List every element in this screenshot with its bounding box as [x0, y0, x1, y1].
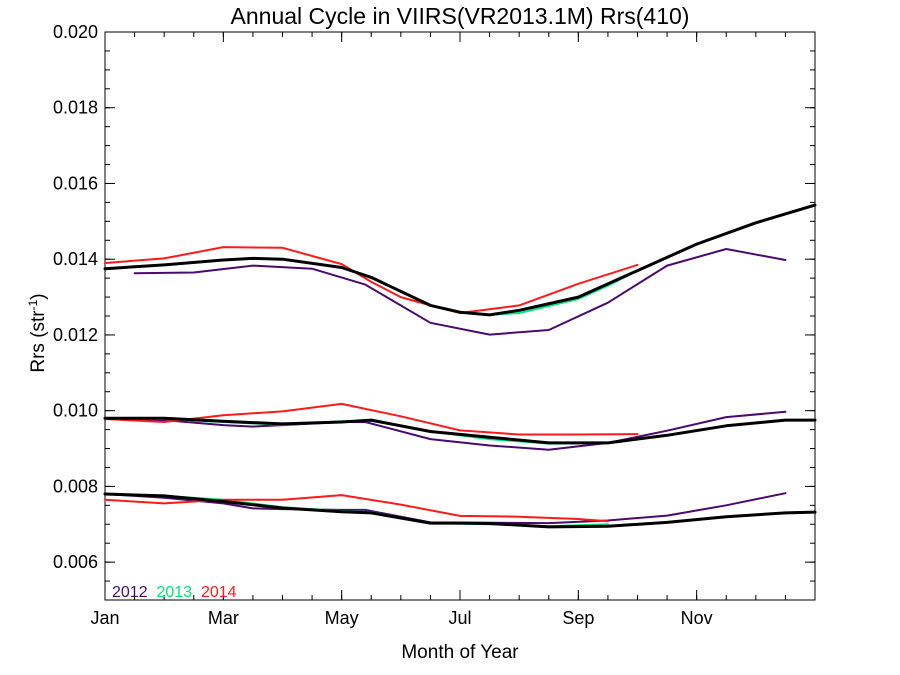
y-tick-label: 0.008 — [53, 476, 98, 496]
x-axis-label: Month of Year — [401, 642, 519, 663]
x-tick-label: Jan — [90, 608, 119, 628]
series-line-2014-low — [104, 494, 609, 523]
x-tick-label: May — [325, 608, 359, 628]
plot-frame — [104, 31, 816, 601]
series-layer — [103, 203, 817, 529]
legend: 2012 2013 2014 — [112, 584, 237, 601]
series-line-2012-mid — [104, 410, 787, 451]
series-line-2012-high — [133, 248, 787, 336]
series-line-mean-high — [103, 203, 817, 317]
y-axis-label: Rrs (str-1) — [26, 293, 49, 372]
series-line-mean-mid — [103, 416, 817, 445]
legend-entry-2012: 2012 — [112, 584, 148, 601]
legend-entry-2014: 2014 — [192, 584, 237, 601]
series-line-2013-high — [104, 257, 639, 316]
x-tick-label: Jul — [448, 608, 471, 628]
y-tick-label: 0.016 — [53, 173, 98, 193]
legend-entry-2013: 2013 — [148, 584, 193, 601]
y-tick-label: 0.012 — [53, 325, 98, 345]
chart-title: Annual Cycle in VIIRS(VR2013.1M) Rrs(410… — [231, 3, 690, 29]
y-tick-label: 0.006 — [53, 552, 98, 572]
ticks-layer: 0.006 0.008 0.010 0.012 0.014 0.016 0.018 0.020… — [53, 22, 816, 628]
x-tick-label: Mar — [208, 608, 239, 628]
x-tick-label: Sep — [562, 608, 594, 628]
y-tick-label: 0.018 — [53, 98, 98, 118]
y-tick-label: 0.010 — [53, 401, 98, 421]
series-line-2014-high — [104, 246, 639, 314]
y-tick-label: 0.020 — [53, 22, 98, 42]
legend-labels: 2012 2013 2014 — [112, 584, 237, 601]
y-tick-label: 0.014 — [53, 249, 98, 269]
series-line-mean-low — [103, 492, 817, 529]
x-tick-label: Nov — [681, 608, 713, 628]
